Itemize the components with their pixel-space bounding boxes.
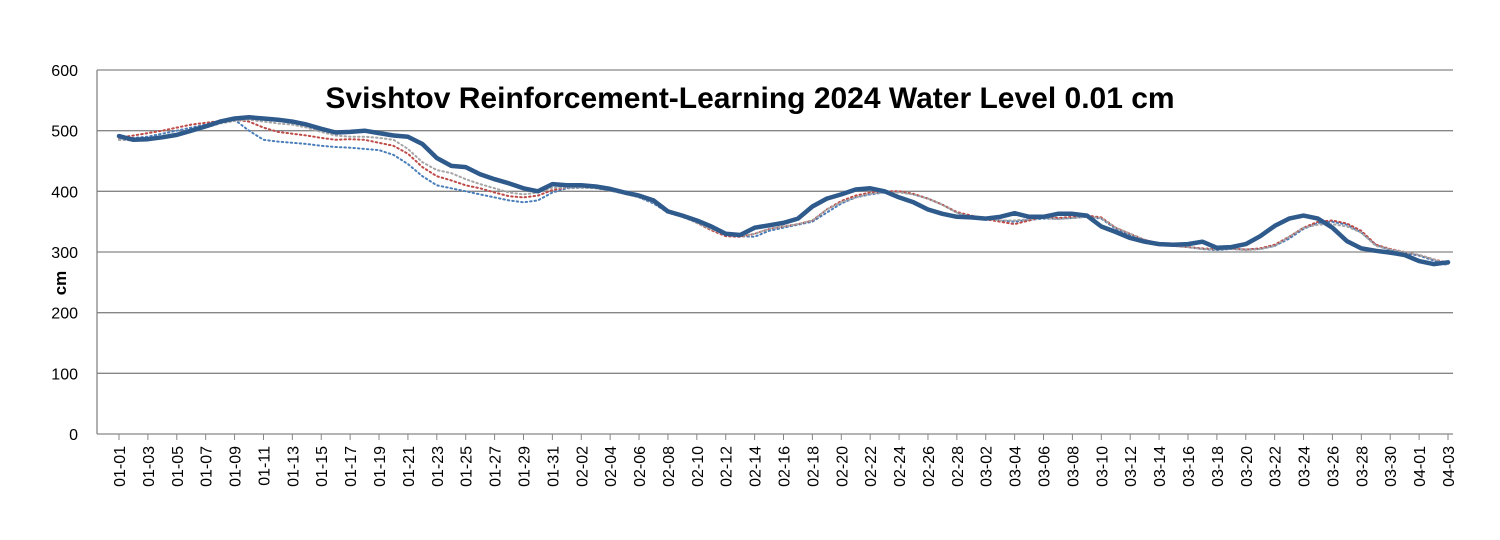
chart-title: Svishtov Reinforcement-Learning 2024 Wat… (325, 82, 1174, 115)
x-tick-label: 02-08 (661, 446, 678, 487)
x-tick-label: 02-04 (603, 446, 620, 487)
observed-line (116, 115, 1451, 267)
forecast-line (118, 118, 1449, 266)
x-tick-label: 01-13 (285, 446, 302, 487)
x-tick-label: 02-24 (892, 446, 909, 487)
y-tick-label: 500 (51, 124, 78, 141)
y-tick-label: 0 (69, 427, 78, 444)
x-tick-label: 03-26 (1325, 446, 1342, 487)
x-tick-label: 01-17 (343, 446, 360, 487)
x-tick-label: 03-10 (1094, 446, 1111, 487)
x-tick-label: 02-12 (719, 446, 736, 487)
x-tick-label: 03-08 (1065, 446, 1082, 487)
x-tick-label: 03-02 (979, 446, 996, 487)
y-tick-label: 100 (51, 366, 78, 383)
x-tick-label: 01-27 (488, 446, 505, 487)
x-tick-label: 03-30 (1383, 446, 1400, 487)
x-tick-label: 02-02 (574, 446, 591, 487)
x-tick-label: 01-21 (401, 446, 418, 487)
x-tick-label: 02-26 (921, 446, 938, 487)
x-tick-label: 03-06 (1037, 446, 1054, 487)
x-tick-label: 01-23 (430, 446, 447, 487)
x-tick-label: 02-20 (834, 446, 851, 487)
x-tick-label: 03-14 (1152, 446, 1169, 487)
x-tick-label: 02-14 (748, 446, 765, 487)
x-tick-label: 01-19 (372, 446, 389, 487)
x-tick-label: 02-16 (777, 446, 794, 487)
x-tick-label: 02-18 (805, 446, 822, 487)
x-tick-label: 03-18 (1210, 446, 1227, 487)
x-tick-label: 01-29 (516, 446, 533, 487)
x-tick-label: 03-24 (1297, 446, 1314, 487)
x-tick-label: 03-04 (1008, 446, 1025, 487)
y-tick-label: 200 (51, 306, 78, 323)
x-tick-label: 04-03 (1441, 446, 1458, 487)
x-tick-label: 03-20 (1239, 446, 1256, 487)
y-tick-label: 400 (51, 184, 78, 201)
y-tick-label: 600 (51, 63, 78, 80)
x-tick-label: 02-28 (950, 446, 967, 487)
x-tick-label: 02-22 (863, 446, 880, 487)
y-tick-label: 300 (51, 245, 78, 262)
x-tick-label: 01-05 (170, 446, 187, 487)
x-tick-label: 01-31 (545, 446, 562, 487)
x-tick-label: 03-16 (1181, 446, 1198, 487)
x-tick-label: 02-06 (632, 446, 649, 487)
x-tick-label: 01-01 (112, 446, 129, 487)
x-tick-label: 01-11 (256, 446, 273, 486)
y-axis-label: cm (51, 271, 70, 296)
x-tick-label: 01-03 (141, 446, 158, 487)
x-tick-label: 01-15 (314, 446, 331, 487)
x-tick-label: 03-12 (1123, 446, 1140, 487)
x-tick-label: 01-07 (199, 446, 216, 487)
x-tick-label: 01-25 (459, 446, 476, 487)
x-tick-label: 03-28 (1354, 446, 1371, 487)
x-tick-label: 01-09 (228, 446, 245, 487)
x-tick-label: 03-22 (1268, 446, 1285, 487)
x-tick-label: 02-10 (690, 446, 707, 487)
x-tick-label: 04-01 (1412, 446, 1429, 487)
